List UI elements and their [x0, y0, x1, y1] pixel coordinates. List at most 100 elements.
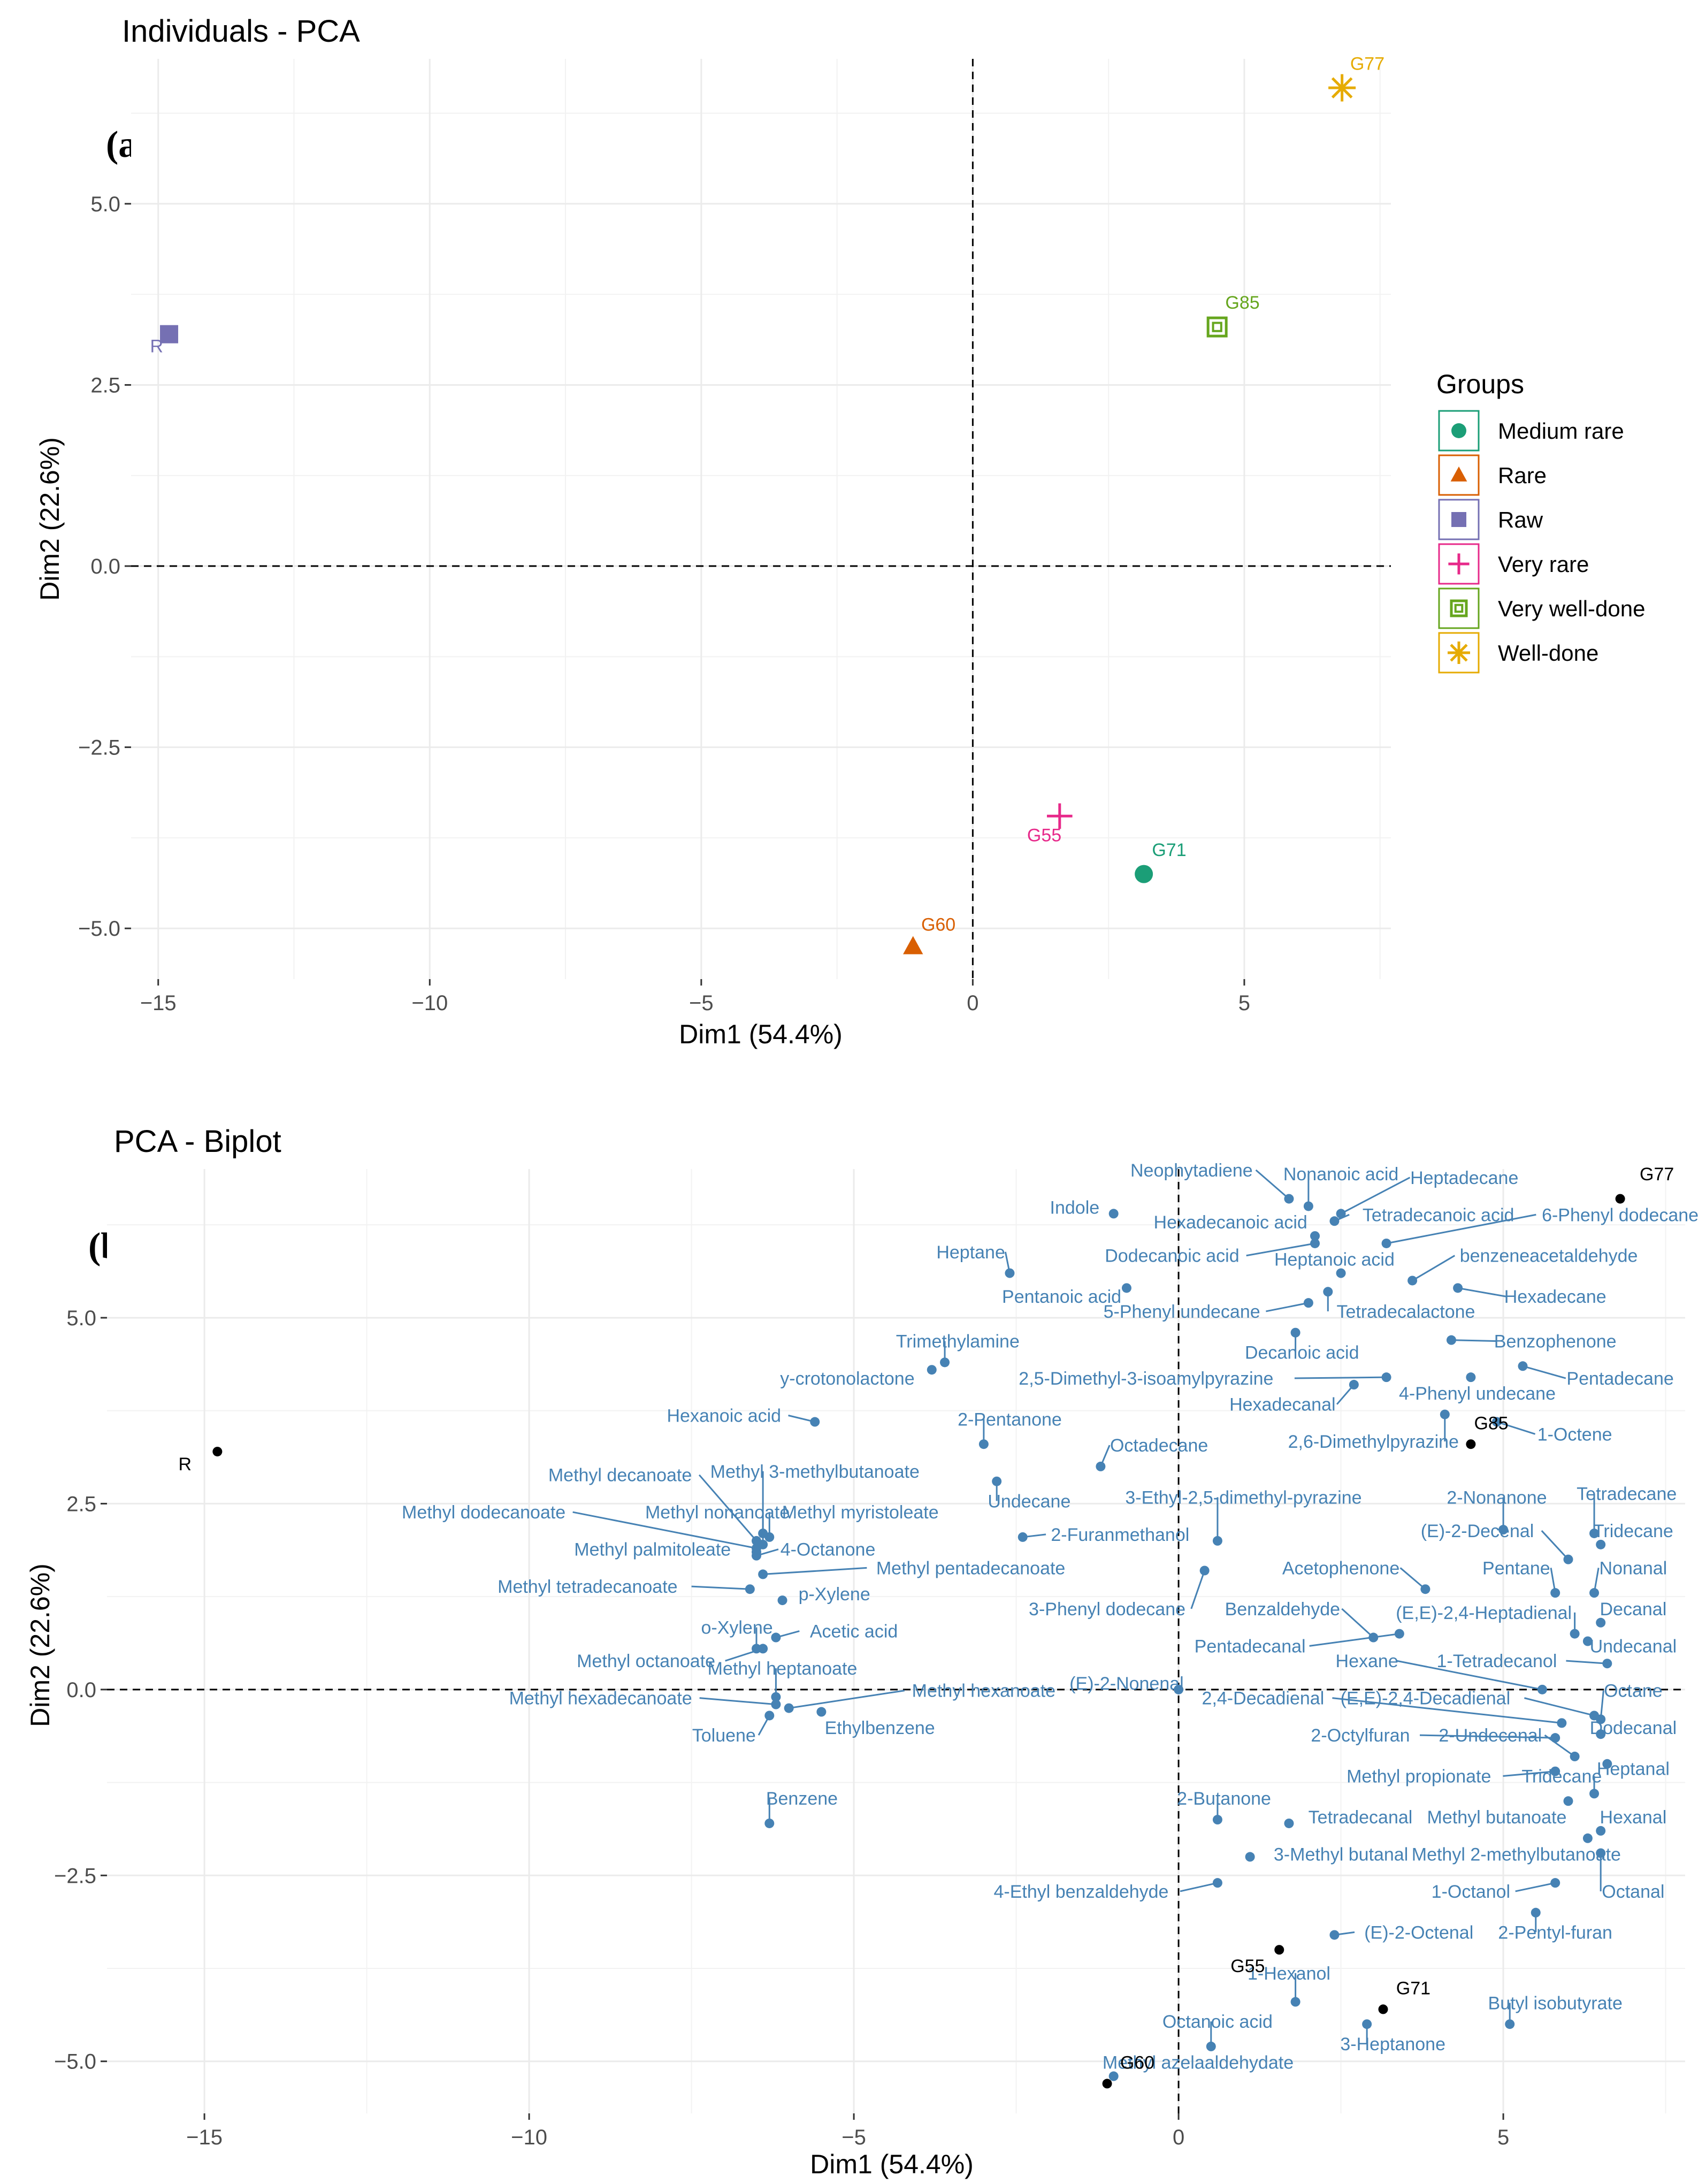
variable-label: Toluene — [692, 1725, 756, 1746]
variable-label: 4-Ethyl benzaldehyde — [993, 1882, 1168, 1902]
marker-star-arm — [1331, 77, 1353, 98]
variable-label: Methyl palmitoleate — [574, 1540, 731, 1560]
variable-label: Methyl octanoate — [577, 1651, 715, 1671]
leader-line — [1396, 1660, 1543, 1691]
chart-a-zero-lines — [131, 59, 1391, 979]
individual-point-g85 — [1466, 1439, 1476, 1449]
x-tick-label: −15 — [140, 991, 177, 1015]
variable-point — [940, 1357, 950, 1368]
leader-line — [1412, 1255, 1456, 1281]
marker-box-inner — [1454, 604, 1464, 613]
variable-point — [1550, 1588, 1560, 1598]
variable-point — [1531, 1907, 1541, 1918]
variable-label: Hexanal — [1600, 1807, 1667, 1828]
marker-box-outer — [1450, 599, 1468, 617]
variable-point — [1550, 1878, 1560, 1888]
chart-b-variables: Neophytadiene Nonanoic acid Heptadecane Ind… — [402, 1160, 1699, 2081]
variable-label: 2,5-Dimethyl-3-isoamylpyrazine — [1019, 1369, 1273, 1389]
variable-point — [1582, 1833, 1593, 1843]
variable-point — [1537, 1684, 1547, 1694]
variable-point — [1589, 1789, 1600, 1799]
variable-point — [1589, 1588, 1600, 1598]
variable-label: Methyl hexadecanoate — [509, 1689, 692, 1709]
chart-b-ylabel: Dim2 (22.6%) — [25, 1563, 55, 1727]
leader-line — [1544, 1734, 1575, 1758]
variable-label: (E)-2-Octenal — [1364, 1922, 1473, 1943]
variable-point — [1381, 1238, 1391, 1248]
variable-point — [1284, 1818, 1294, 1828]
variable-label: 2-Undecenal — [1439, 1725, 1542, 1746]
variable-label: 4-Phenyl undecane — [1399, 1384, 1556, 1404]
variable-label: Octadecane — [1110, 1435, 1208, 1456]
variable-point — [1336, 1209, 1346, 1219]
variable-point — [1303, 1298, 1313, 1308]
variable-label: Pentane — [1482, 1558, 1550, 1578]
point-label: G77 — [1350, 54, 1384, 74]
variable-label: Methyl nonanoate — [645, 1502, 790, 1523]
point-g85 — [1206, 316, 1228, 338]
variable-point — [1284, 1194, 1294, 1204]
legend-key-triangle-icon — [1450, 466, 1467, 482]
point-r — [160, 325, 179, 343]
point-g77 — [1328, 74, 1356, 102]
variable-point — [1303, 1201, 1313, 1211]
variable-label: (E,E)-2,4-Decadienal — [1341, 1689, 1510, 1709]
chart-a-points: G77 G85 R G55 G71 G60 — [150, 54, 1384, 954]
leader-line — [725, 1647, 763, 1662]
variable-point — [1420, 1584, 1430, 1594]
chart-a-title: Individuals - PCA — [122, 14, 360, 49]
variable-point — [1602, 1759, 1612, 1769]
chart-b-axis-ticks: −15 −10 −5 0 5 −5.0 −2.5 0.0 2.5 5.0 — [54, 1307, 1509, 2149]
leader-line — [763, 1567, 867, 1575]
variable-point — [1206, 2041, 1216, 2051]
leader-line — [698, 1474, 758, 1541]
variable-label: Methyl pentadecanoate — [876, 1558, 1065, 1578]
variable-label: Methyl propionate — [1347, 1767, 1491, 1787]
individual-label: G60 — [1120, 2053, 1154, 2073]
leader-line — [1496, 1421, 1536, 1435]
variable-label: 2-Furanmethanol — [1051, 1525, 1189, 1545]
variable-label: Neophytadiene — [1130, 1160, 1253, 1181]
x-tick-label: −10 — [511, 2126, 547, 2149]
variable-label: 2-Nonanone — [1447, 1487, 1547, 1508]
variable-point — [1596, 1729, 1606, 1739]
variable-point — [1582, 1636, 1593, 1646]
individual-point-g55 — [1274, 1945, 1284, 1955]
variable-point — [1108, 2071, 1119, 2081]
variable-label: Butyl isobutyrate — [1488, 1993, 1623, 2013]
variable-label: Trimethylamine — [896, 1332, 1020, 1352]
y-tick-label: −2.5 — [54, 1864, 96, 1888]
variable-point — [1589, 1710, 1600, 1721]
variable-point — [1310, 1238, 1320, 1248]
variable-label: Octanoic acid — [1162, 2012, 1273, 2032]
variable-label: (E)-2-Decenal — [1421, 1521, 1534, 1541]
y-tick-label: 5.0 — [90, 193, 120, 216]
chart-a-grid — [131, 59, 1391, 979]
individual-point-g71 — [1378, 2004, 1388, 2014]
leader-line — [1332, 1697, 1562, 1724]
variable-point — [1323, 1287, 1333, 1297]
variable-label: y-crotonolactone — [780, 1369, 914, 1389]
variable-label: Pentadecane — [1566, 1369, 1673, 1389]
variable-label: 3-Methyl butanal — [1274, 1844, 1408, 1865]
variable-label: Pentadecanal — [1195, 1636, 1306, 1656]
x-tick-label: −5 — [841, 2126, 866, 2149]
variable-point — [1108, 1209, 1119, 1219]
leader-line — [1386, 1213, 1536, 1244]
variable-label: Octanal — [1602, 1882, 1664, 1902]
variable-label: Methyl 3-methylbutanoate — [710, 1462, 920, 1482]
individual-label: G71 — [1396, 1979, 1430, 1999]
variable-point — [1349, 1380, 1359, 1390]
chart-a-xlabel: Dim1 (54.4%) — [679, 1019, 843, 1049]
y-tick-label: 5.0 — [66, 1307, 96, 1330]
legend-item-label: Rare — [1498, 463, 1547, 488]
point-g55 — [1046, 803, 1073, 829]
marker-circle — [1135, 865, 1153, 883]
variable-label: Acetophenone — [1282, 1558, 1399, 1578]
y-tick-label: −5.0 — [54, 2050, 96, 2074]
variable-point — [1329, 1930, 1340, 1940]
variable-label: Tridecane — [1593, 1521, 1673, 1541]
variable-label: Hexanoic acid — [667, 1406, 782, 1426]
variable-point — [992, 1476, 1002, 1486]
